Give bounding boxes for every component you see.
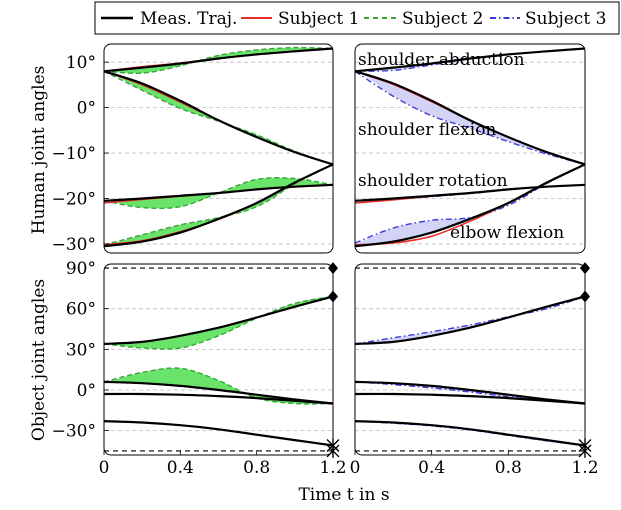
x-tick-label: 0 — [99, 458, 110, 478]
series-line-subject2 — [103, 70, 334, 166]
series-line-meas — [354, 380, 586, 405]
legend: Meas. Traj. Subject 1 Subject 2 Subject … — [94, 1, 620, 35]
y-tick-label: 90° — [66, 259, 96, 279]
x-tick-label: 0.4 — [167, 458, 194, 478]
series-line-subject3 — [354, 70, 586, 166]
deviation-area-subject3 — [355, 296, 585, 344]
deviation-area-subject3 — [355, 71, 585, 165]
y-tick-label: −30° — [52, 235, 96, 255]
deviation-area-subject2 — [104, 71, 333, 165]
y-tick-label: −10° — [52, 144, 96, 164]
series-line-meas — [103, 392, 334, 405]
series-line-meas — [103, 380, 334, 405]
ylabel-top: Human joint angles — [29, 66, 49, 235]
annotation-elbow-flexion: elbow flexion — [450, 223, 564, 243]
series-line-meas — [354, 183, 586, 202]
series-line-meas — [354, 70, 586, 166]
endpoint-diamond-marker — [328, 262, 338, 275]
series-line-subject2 — [103, 295, 334, 350]
panel-frame-human-left — [103, 43, 334, 254]
y-tick-label: 30° — [66, 340, 96, 360]
series-line-meas — [103, 163, 334, 248]
x-tick-label: 0 — [350, 458, 361, 478]
annotation-shoulder-abduction: shoulder abduction — [358, 50, 525, 70]
series-line-subject3 — [354, 295, 586, 345]
x-tick-label: 0.4 — [418, 458, 445, 478]
x-tick-label: 1.2 — [571, 458, 598, 478]
series-line-meas — [354, 163, 586, 248]
series-line-meas — [354, 295, 586, 345]
deviation-area-subject2 — [104, 47, 333, 74]
endpoint-diamond-marker — [328, 290, 338, 303]
y-tick-label: 60° — [66, 300, 96, 320]
legend-label-meas: Meas. Traj. — [140, 9, 237, 29]
annotation-shoulder-flexion: shoulder flexion — [358, 120, 496, 140]
series-line-meas — [103, 70, 334, 166]
series-line-meas — [354, 420, 586, 447]
series-line-subject2 — [103, 46, 334, 74]
legend-box — [94, 1, 620, 35]
y-tick-label: 10° — [66, 53, 96, 73]
panel-frame-object-right — [354, 263, 586, 456]
panel-object-left: 90° 60° 30° 0° −30°0 0.4 0.8 1.2 — [52, 259, 347, 478]
deviation-area-subject2 — [104, 368, 333, 404]
panel-frame-object-left — [103, 263, 334, 456]
panel-human-left: 10° 0° −10° −20° −30° — [52, 43, 334, 255]
panel-human-right: shoulder abduction shoulder flexion shou… — [354, 43, 586, 254]
x-tick-label: 0.8 — [495, 458, 522, 478]
deviation-area-subject2 — [104, 177, 333, 209]
series-line-meas — [103, 420, 334, 447]
annotation-shoulder-rotation: shoulder rotation — [358, 171, 508, 191]
series-line-subject1 — [354, 295, 586, 345]
y-tick-label: 0° — [77, 99, 96, 119]
legend-label-subject2: Subject 2 — [402, 9, 483, 29]
series-line-subject2 — [103, 163, 334, 246]
x-tick-label: 0.8 — [243, 458, 270, 478]
series-line-meas — [354, 392, 586, 405]
series-line-subject3 — [354, 420, 586, 447]
endpoint-diamond-marker — [580, 290, 590, 303]
y-tick-label: −30° — [52, 422, 96, 442]
series-line-subject1 — [354, 420, 586, 447]
deviation-area-subject3 — [355, 164, 585, 247]
panel-object-right: 0 0.4 0.8 1.2 — [350, 262, 599, 478]
ylabel-bottom: Object joint angles — [29, 279, 49, 441]
series-line-meas — [354, 47, 586, 73]
deviation-area-subject3 — [355, 421, 585, 446]
y-tick-label: −20° — [52, 189, 96, 209]
panel-frame-human-right — [354, 43, 586, 254]
y-tick-label: 0° — [77, 381, 96, 401]
series-line-meas — [103, 183, 334, 202]
legend-label-subject3: Subject 3 — [525, 9, 606, 29]
series-line-meas — [103, 295, 334, 345]
endpoint-diamond-marker — [580, 262, 590, 275]
xlabel: Time t in s — [298, 485, 389, 505]
series-line-subject2 — [103, 177, 334, 210]
series-line-meas — [103, 47, 334, 73]
series-line-subject1 — [103, 420, 334, 447]
legend-label-subject1: Subject 1 — [278, 9, 359, 29]
x-tick-label: 1.2 — [319, 458, 346, 478]
